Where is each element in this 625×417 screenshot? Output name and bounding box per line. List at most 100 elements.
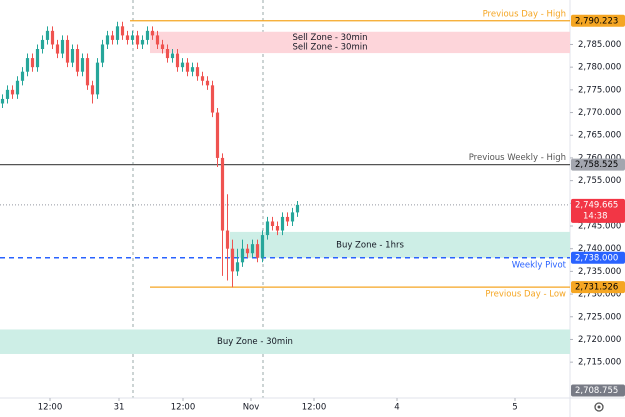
- candle-body: [105, 35, 110, 45]
- y-tick-label: 2,725.000: [578, 312, 621, 322]
- candle-body: [0, 98, 5, 104]
- candle-body: [180, 62, 185, 68]
- candle-body: [165, 49, 170, 59]
- zone: [150, 31, 570, 44]
- candle-body: [45, 30, 50, 40]
- y-tick-label: 2,785.000: [578, 40, 621, 50]
- y-tick-label: 2,745.000: [578, 222, 621, 232]
- candle-body: [160, 44, 165, 50]
- y-tick-label: 2,760.000: [578, 153, 621, 163]
- y-tick-label: 2,720.000: [578, 335, 621, 345]
- candle-body: [235, 262, 240, 272]
- candle-body: [100, 44, 105, 63]
- candle-body: [10, 89, 15, 95]
- candle-body: [125, 35, 130, 40]
- candle-body: [200, 76, 205, 81]
- settings-icon[interactable]: [594, 402, 604, 412]
- candle-body: [240, 248, 245, 263]
- candle-body: [140, 39, 145, 45]
- zone: [150, 40, 570, 54]
- zone: [230, 231, 570, 258]
- x-tick-label: 12:00: [302, 403, 327, 413]
- candle-body: [255, 244, 260, 258]
- candle-body: [275, 226, 280, 231]
- candle-body: [135, 35, 140, 45]
- candle-body: [280, 216, 285, 231]
- candle-body: [150, 30, 155, 36]
- candle-body: [35, 49, 40, 68]
- price-tag-label: 2,738.000: [575, 253, 618, 263]
- candle-body: [30, 58, 35, 68]
- x-tick-label: 12:00: [38, 403, 63, 413]
- level-label: Previous Weekly - High: [469, 153, 566, 163]
- x-tick-label: 31: [114, 403, 125, 413]
- candle-body: [55, 44, 60, 54]
- candle-body: [75, 49, 80, 72]
- candle-body: [265, 221, 270, 236]
- level-label: Weekly Pivot: [512, 260, 567, 270]
- x-tick-label: Nov: [243, 403, 260, 413]
- candle-body: [90, 85, 95, 95]
- price-tag: [571, 281, 625, 294]
- price-tag-label: 2,758.525: [575, 160, 618, 170]
- y-tick-label: 2,770.000: [578, 108, 621, 118]
- candle-body: [110, 35, 115, 40]
- candle-body: [170, 53, 175, 59]
- y-tick-label: 2,755.000: [578, 176, 621, 186]
- candle-body: [260, 235, 265, 258]
- candle-body: [50, 30, 55, 45]
- x-tick-label: 4: [394, 403, 399, 413]
- price-tag-label: 2,731.526: [575, 283, 618, 293]
- y-tick-label: 2,740.000: [578, 244, 621, 254]
- zone-label: Buy Zone - 30min: [217, 337, 293, 347]
- candle-body: [155, 35, 160, 45]
- y-tick-label: 2,775.000: [578, 85, 621, 95]
- y-tick-label: 2,780.000: [578, 63, 621, 73]
- candle-body: [285, 216, 290, 222]
- zone-label: Sell Zone - 30min: [292, 33, 367, 43]
- price-tag: [571, 384, 625, 397]
- candle-body: [175, 53, 180, 68]
- candle-body: [215, 112, 220, 158]
- candle-body: [25, 58, 30, 72]
- candle-body: [115, 26, 120, 40]
- candle-body: [210, 85, 215, 113]
- candle-body: [80, 58, 85, 72]
- candle-body: [245, 248, 250, 254]
- zone-label: Buy Zone - 1hrs: [336, 240, 404, 250]
- candle-body: [250, 244, 255, 254]
- candle-body: [145, 30, 150, 40]
- candle-body: [20, 71, 25, 81]
- candle-body: [65, 39, 70, 63]
- candle-body: [220, 157, 225, 231]
- candle-body: [120, 26, 125, 36]
- y-tick-label: 2,765.000: [578, 131, 621, 141]
- zone: [0, 329, 570, 354]
- candle-body: [40, 39, 45, 50]
- price-tag: [571, 198, 625, 223]
- candle-body: [85, 58, 90, 86]
- level-label: Previous Day - Low: [485, 290, 566, 300]
- price-tag-label: 2,749.665: [575, 200, 618, 210]
- price-tag: [571, 158, 625, 171]
- zone-label: Sell Zone - 30min: [292, 42, 367, 52]
- candle-body: [190, 67, 195, 72]
- candle-body: [230, 248, 235, 272]
- price-tag-label: 2,708.755: [575, 386, 618, 396]
- candle-body: [60, 39, 65, 54]
- candle-body: [5, 89, 10, 99]
- candle-body: [15, 80, 20, 95]
- price-tag-label: 2,790.223: [575, 16, 618, 26]
- price-tag: [571, 14, 625, 27]
- x-tick-label: 12:00: [171, 403, 196, 413]
- price-tag-countdown: 14:38: [583, 211, 608, 221]
- candle-body: [195, 67, 200, 77]
- candle-body: [70, 49, 75, 63]
- candle-body: [225, 230, 230, 249]
- price-tag: [571, 251, 625, 264]
- candle-body: [270, 221, 275, 227]
- y-tick-label: 2,730.000: [578, 290, 621, 300]
- candle-body: [290, 212, 295, 222]
- candle-body: [130, 35, 135, 40]
